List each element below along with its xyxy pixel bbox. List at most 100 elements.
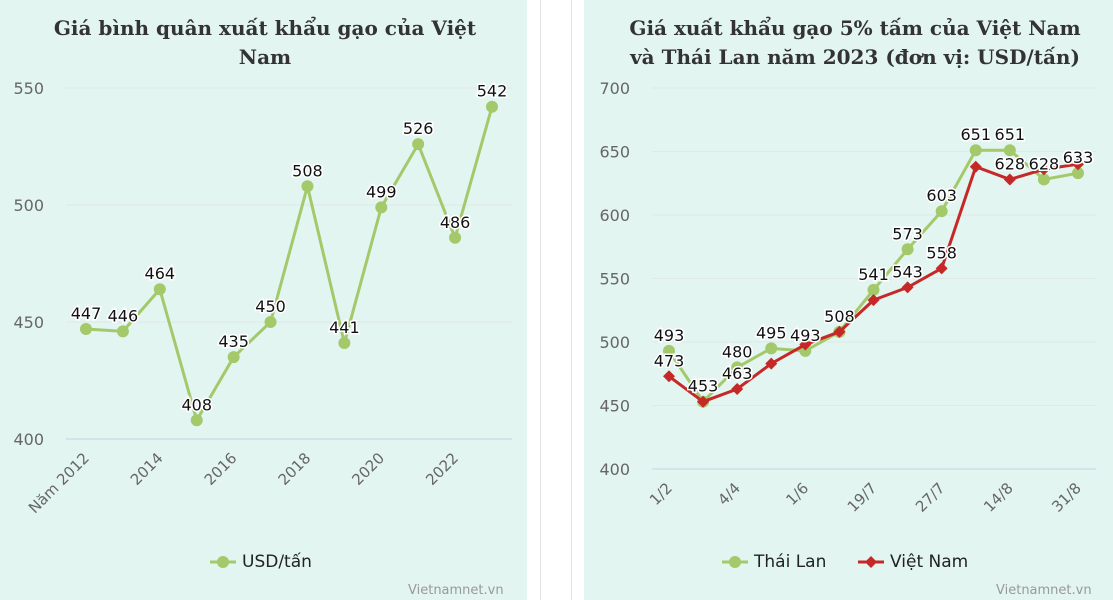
data-point xyxy=(799,338,812,351)
chart-panel-right xyxy=(584,0,1113,600)
data-point xyxy=(867,294,880,307)
credit-right: Vietnamnet.vn xyxy=(996,583,1092,598)
data-label: 486 xyxy=(440,213,471,232)
legend-label: Thái Lan xyxy=(754,552,827,572)
diamond-marker-icon xyxy=(858,556,884,568)
y-tick-label: 550 xyxy=(13,79,44,98)
data-label: 464 xyxy=(145,264,176,283)
data-label: 441 xyxy=(329,318,360,337)
data-point xyxy=(1003,144,1016,157)
data-point xyxy=(1037,163,1050,176)
legend-item-thailand[interactable]: Thái Lan xyxy=(722,552,826,572)
data-point xyxy=(1037,173,1050,186)
x-tick-label: 14/8 xyxy=(980,479,1017,516)
data-label: 408 xyxy=(181,395,212,414)
data-point xyxy=(697,395,710,408)
data-label: 573 xyxy=(892,224,923,243)
data-point xyxy=(969,160,982,173)
x-tick-label: 2022 xyxy=(422,449,462,489)
data-point xyxy=(731,382,744,395)
data-point xyxy=(338,337,351,350)
data-point xyxy=(449,231,462,244)
y-tick-label: 600 xyxy=(599,206,630,225)
data-label: 541 xyxy=(858,265,889,284)
y-tick-label: 550 xyxy=(599,270,630,289)
x-tick-label: 2014 xyxy=(127,449,167,489)
data-label: 603 xyxy=(926,186,957,205)
data-point xyxy=(1072,167,1084,180)
data-label: 499 xyxy=(366,182,397,201)
y-tick-label: 400 xyxy=(13,430,44,449)
data-label: 435 xyxy=(218,332,249,351)
y-tick-label: 700 xyxy=(599,79,630,98)
data-point xyxy=(935,205,948,218)
data-label: 543 xyxy=(892,262,923,281)
data-label: 628 xyxy=(995,154,1026,173)
data-point xyxy=(969,144,982,157)
circle-marker-icon xyxy=(722,556,748,568)
data-point xyxy=(765,357,778,370)
data-label: 453 xyxy=(688,377,719,396)
data-label: 463 xyxy=(722,364,753,383)
data-label: 446 xyxy=(108,306,139,325)
x-tick-label: 1/2 xyxy=(646,479,676,509)
data-point xyxy=(765,342,778,355)
y-tick-label: 400 xyxy=(599,460,630,479)
series-line-0 xyxy=(85,106,494,425)
chart-title-right: Giá xuất khẩu gạo 5% tấm của Việt Nam và… xyxy=(629,16,1081,69)
data-label: 480 xyxy=(722,342,753,361)
data-point xyxy=(663,344,675,357)
x-tick-label: 4/4 xyxy=(714,479,744,509)
chart-panel-left xyxy=(0,0,527,600)
data-label: 628 xyxy=(1029,154,1060,173)
legend-label: USD/tấn xyxy=(242,552,312,572)
divider xyxy=(571,0,572,600)
data-label: 493 xyxy=(654,326,685,345)
data-point xyxy=(301,180,314,193)
data-point xyxy=(264,316,277,328)
data-label: 508 xyxy=(292,161,323,180)
data-point xyxy=(412,138,425,151)
x-tick-label: 2016 xyxy=(201,449,241,489)
data-point xyxy=(867,283,880,296)
data-label: 651 xyxy=(995,125,1026,144)
data-point xyxy=(486,100,498,113)
x-tick-label: 1/6 xyxy=(782,479,812,509)
data-point xyxy=(80,323,92,336)
legend-item-usd[interactable]: USD/tấn xyxy=(210,552,312,572)
y-tick-label: 450 xyxy=(599,397,630,416)
y-tick-label: 500 xyxy=(13,196,44,215)
x-tick-label: 2020 xyxy=(348,449,388,489)
data-point xyxy=(901,281,914,294)
data-label: 542 xyxy=(477,82,508,101)
circle-marker-icon xyxy=(210,556,236,568)
data-label: 450 xyxy=(255,297,286,316)
data-label: 558 xyxy=(926,243,957,262)
data-point xyxy=(153,283,166,296)
data-point xyxy=(663,370,675,383)
y-tick-label: 500 xyxy=(599,333,630,352)
data-point xyxy=(901,243,914,256)
x-tick-label: 27/7 xyxy=(912,479,949,516)
data-point xyxy=(833,325,846,338)
chart-title-left: Giá bình quân xuất khẩu gạo của Việt Nam xyxy=(53,16,477,69)
legend-label: Việt Nam xyxy=(890,552,969,572)
divider xyxy=(540,0,541,600)
x-tick-label: 2018 xyxy=(275,449,315,489)
x-tick-label: 31/8 xyxy=(1048,479,1085,516)
data-point xyxy=(116,325,129,338)
data-point xyxy=(190,414,203,427)
legend-item-vietnam[interactable]: Việt Nam xyxy=(858,552,968,572)
x-tick-label: 19/7 xyxy=(844,479,881,516)
data-label: 447 xyxy=(71,304,102,323)
data-point xyxy=(375,201,388,214)
data-point xyxy=(731,361,744,374)
data-point xyxy=(1072,158,1084,171)
data-point xyxy=(1003,173,1016,186)
data-label: 651 xyxy=(960,125,991,144)
x-tick-label: Năm 2012 xyxy=(25,449,93,517)
data-point xyxy=(935,262,948,275)
data-label: 473 xyxy=(654,351,685,370)
y-tick-label: 650 xyxy=(599,143,630,162)
